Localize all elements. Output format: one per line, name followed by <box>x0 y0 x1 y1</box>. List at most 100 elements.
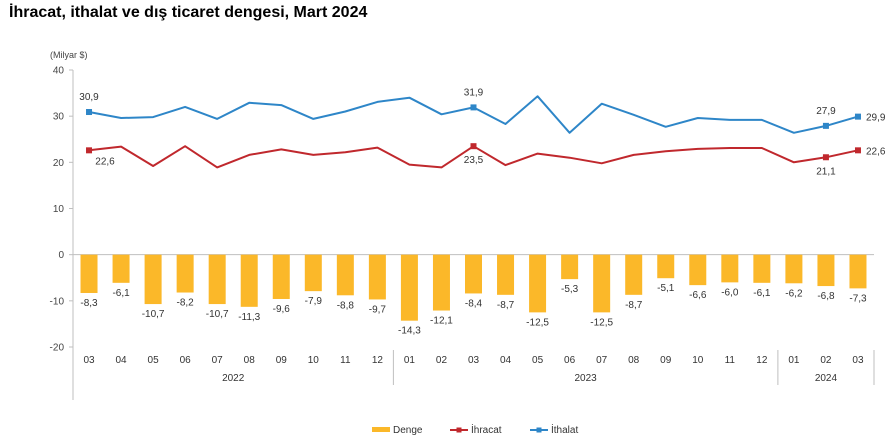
y-tick-label: -20 <box>50 343 65 354</box>
x-tick-label: 03 <box>83 355 95 366</box>
x-tick-label: 08 <box>628 355 640 366</box>
legend-label-ithalat: İthalat <box>551 423 578 436</box>
bar-denge <box>529 254 547 313</box>
axes: (Milyar $) 40 30 20 10 0 -10 -20 <box>50 50 874 400</box>
point-label-ihracat: 22,6 <box>95 156 115 167</box>
legend-label-denge: Denge <box>393 425 423 436</box>
year-label: 2023 <box>575 373 598 384</box>
x-tick-label: 12 <box>372 355 384 366</box>
bar-label: -12,5 <box>590 317 613 328</box>
bar-denge <box>465 254 482 294</box>
bar-label: -9,7 <box>369 304 387 315</box>
point-label-ithalat: 29,9 <box>866 113 886 124</box>
bar-label: -6,2 <box>785 288 803 299</box>
bar-label: -12,5 <box>526 317 549 328</box>
marker-ihracat <box>470 143 477 150</box>
bar-label: -14,3 <box>398 326 421 337</box>
bar-denge <box>849 254 867 289</box>
bar-label: -8,7 <box>625 300 643 311</box>
bar-label: -6,6 <box>689 290 707 301</box>
legend: Denge İhracat İthalat <box>372 423 578 436</box>
bar-label: -6,8 <box>817 291 835 302</box>
bar-label: -6,1 <box>112 288 130 299</box>
bar-denge <box>432 254 450 311</box>
x-tick-label: 10 <box>308 355 320 366</box>
marker-ihracat <box>822 154 829 161</box>
y-tick-label: 0 <box>58 250 64 261</box>
bar-denge <box>80 254 98 293</box>
y-tick-label: 40 <box>53 66 65 77</box>
bar-label: -5,3 <box>561 284 579 295</box>
x-tick-label: 07 <box>212 355 224 366</box>
bar-label: -10,7 <box>206 309 229 320</box>
bar-label: -8,3 <box>80 298 98 309</box>
point-label-ithalat: 30,9 <box>79 92 99 103</box>
bar-denge <box>368 254 386 300</box>
x-tick-label: 05 <box>148 355 160 366</box>
bar-denge <box>112 254 130 283</box>
legend-label-ihracat: İhracat <box>471 423 502 436</box>
x-tick-label: 01 <box>404 355 416 366</box>
bar-denge <box>657 254 675 279</box>
bar-denge <box>240 254 258 307</box>
x-tick-label: 09 <box>660 355 672 366</box>
bar-label: -7,3 <box>849 293 867 304</box>
bar-label: -8,2 <box>177 298 195 309</box>
bar-denge <box>785 254 803 284</box>
point-label-ihracat: 23,5 <box>464 155 484 166</box>
bar-labels: -8,3 -6,1 -10,7 -8,2 -10,7 -11,3 -9,6 -7,9 -8,8 -… <box>80 283 867 336</box>
bar-denge <box>144 254 162 305</box>
bar-denge <box>497 254 515 295</box>
bar-label: -11,3 <box>238 312 260 323</box>
bar-denge <box>176 254 194 293</box>
bar-label: -8,8 <box>337 300 355 311</box>
y-tick-label: 10 <box>53 204 65 215</box>
x-tick-label: 08 <box>244 355 256 366</box>
x-tick-label: 09 <box>276 355 288 366</box>
bar-denge <box>561 254 579 280</box>
bar-denge <box>689 254 707 286</box>
bar-label: -12,1 <box>430 316 453 327</box>
y-axis-label: (Milyar $) <box>50 50 88 60</box>
x-tick-label: 10 <box>692 355 704 366</box>
x-tick-label: 06 <box>180 355 192 366</box>
y-tick-label: 30 <box>53 112 65 123</box>
x-tick-label: 06 <box>564 355 576 366</box>
bar-denge <box>593 254 611 313</box>
bar-denge <box>625 254 643 295</box>
x-tick-label: 04 <box>500 355 512 366</box>
x-tick-label: 11 <box>725 355 736 366</box>
marker-ithalat <box>854 113 861 120</box>
x-tick-label: 03 <box>468 355 480 366</box>
x-axis: 03 04 05 06 07 08 09 10 11 12 01 02 03 04 05 06 07 08 09 10… <box>83 350 875 385</box>
x-tick-label: 03 <box>852 355 864 366</box>
bar-label: -5,1 <box>657 283 675 294</box>
x-tick-label: 02 <box>820 355 832 366</box>
x-tick-label: 04 <box>115 355 127 366</box>
point-label-ihracat: 21,1 <box>816 166 836 177</box>
lines <box>86 95 861 169</box>
bar-label: -6,0 <box>721 287 739 298</box>
bar-denge <box>400 254 418 321</box>
marker-ithalat <box>86 109 93 116</box>
bar-label: -7,9 <box>305 296 323 307</box>
marker-ihracat <box>86 147 93 154</box>
chart-title: İhracat, ithalat ve dış ticaret dengesi,… <box>9 4 368 21</box>
x-tick-label: 11 <box>340 355 351 366</box>
point-labels: 22,6 23,5 21,1 22,6 30,9 31,9 27,9 29,9 <box>79 87 886 177</box>
x-tick-label: 02 <box>436 355 448 366</box>
legend-marker-ithalat <box>536 427 542 433</box>
bar-denge <box>817 254 835 287</box>
bar-denge <box>272 254 290 299</box>
bars-denge <box>80 254 867 321</box>
bar-denge <box>721 254 739 283</box>
bar-label: -8,7 <box>497 300 515 311</box>
legend-marker-ihracat <box>456 427 462 433</box>
line-ithalat <box>88 95 859 134</box>
legend-swatch-denge <box>372 427 390 432</box>
bar-denge <box>336 254 354 296</box>
x-tick-label: 05 <box>532 355 544 366</box>
bar-label: -10,7 <box>142 309 165 320</box>
point-label-ithalat: 27,9 <box>816 106 836 117</box>
